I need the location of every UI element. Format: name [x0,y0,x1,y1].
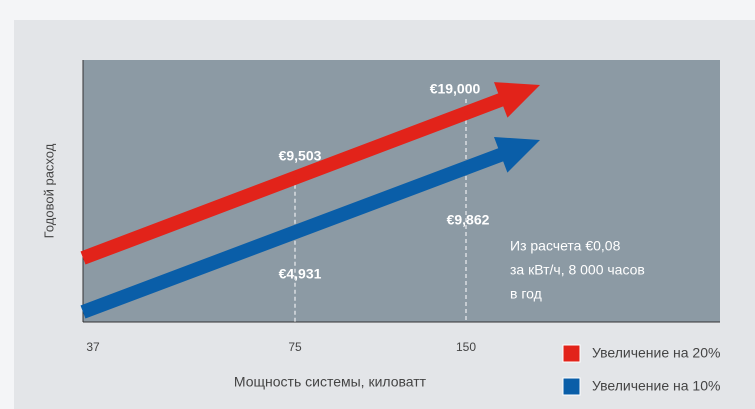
annotation: в год [510,286,542,302]
x-tick-label: 150 [456,340,476,354]
legend-swatch [562,344,581,363]
data-label: €9,862 [447,212,490,228]
legend-swatch [562,377,581,396]
x-tick-label: 75 [288,340,302,354]
data-point [293,175,297,180]
data-point [464,165,468,170]
arrow [80,137,541,319]
annotation: Из расчета €0,08 [510,238,621,254]
legend-label: Увеличение на 20% [592,345,720,361]
data-point [464,111,468,116]
y-axis-label: Годовой расход [41,143,56,238]
data-label: €9,503 [279,148,322,164]
legend-label: Увеличение на 10% [592,378,720,394]
data-point [293,230,297,235]
arrow [80,82,541,265]
annotation: за кВт/ч, 8 000 часов [510,262,645,278]
x-axis-label: Мощность системы, киловатт [234,374,427,390]
x-tick-label: 37 [86,340,100,354]
data-label: €19,000 [430,81,481,97]
data-label: €4,931 [279,266,322,282]
